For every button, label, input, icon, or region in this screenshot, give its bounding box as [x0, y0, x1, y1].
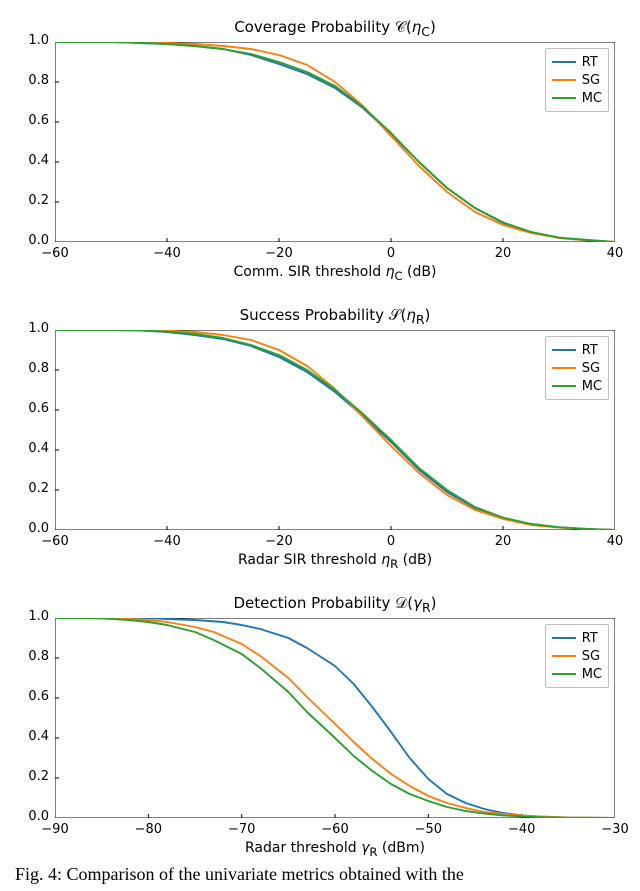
legend-swatch-icon [552, 97, 576, 99]
y-tick-label: 0.0 [17, 809, 49, 824]
x-tick-label: 0 [371, 246, 411, 261]
y-tick-label: 0.6 [17, 689, 49, 704]
chart-axes [55, 618, 615, 818]
x-tick-label: −30 [595, 822, 635, 837]
x-tick-label: −20 [259, 246, 299, 261]
x-tick-label: 20 [483, 534, 523, 549]
y-tick-label: 0.4 [17, 729, 49, 744]
legend-entry: MC [552, 665, 602, 683]
series-line-rt [55, 330, 615, 530]
series-line-sg [55, 330, 615, 530]
x-tick-label: −40 [502, 822, 542, 837]
x-tick-label: 0 [371, 534, 411, 549]
legend-entry: RT [552, 629, 602, 647]
x-tick-label: −60 [315, 822, 355, 837]
series-line-mc [55, 42, 615, 242]
series-line-sg [55, 618, 615, 818]
x-tick-label: −40 [147, 534, 187, 549]
x-axis-label: Radar threshold γR (dBm) [55, 840, 615, 859]
legend-label: RT [582, 55, 598, 70]
legend-swatch-icon [552, 637, 576, 639]
x-axis-label: Radar SIR threshold ηR (dB) [55, 552, 615, 571]
figure-caption: Fig. 4: Comparison of the univariate met… [15, 864, 630, 885]
series-line-rt [55, 42, 615, 242]
y-tick-label: 1.0 [17, 609, 49, 624]
legend-swatch-icon [552, 61, 576, 63]
x-tick-label: 40 [595, 246, 635, 261]
legend-swatch-icon [552, 349, 576, 351]
panel-title: Coverage Probability 𝒞(ηC) [55, 18, 615, 39]
legend-label: SG [582, 649, 600, 664]
y-tick-label: 0.8 [17, 649, 49, 664]
legend-entry: RT [552, 341, 602, 359]
chart-axes [55, 42, 615, 242]
legend-label: MC [582, 91, 602, 106]
panel-title: Detection Probability 𝒟(γR) [55, 594, 615, 615]
legend-entry: MC [552, 377, 602, 395]
x-axis-label: Comm. SIR threshold ηC (dB) [55, 264, 615, 283]
panel-success: Success Probability 𝒮(ηR) Radar SIR thre… [55, 330, 615, 530]
x-tick-label: −20 [259, 534, 299, 549]
y-tick-label: 0.2 [17, 193, 49, 208]
x-tick-label: −90 [35, 822, 75, 837]
x-tick-label: −80 [128, 822, 168, 837]
y-tick-label: 0.0 [17, 521, 49, 536]
y-tick-label: 0.6 [17, 113, 49, 128]
panel-title: Success Probability 𝒮(ηR) [55, 306, 615, 327]
y-tick-label: 1.0 [17, 33, 49, 48]
y-tick-label: 0.0 [17, 233, 49, 248]
panel-detection: Detection Probability 𝒟(γR) Radar thresh… [55, 618, 615, 818]
x-tick-label: −60 [35, 246, 75, 261]
y-tick-label: 0.2 [17, 769, 49, 784]
x-tick-label: −50 [408, 822, 448, 837]
y-tick-label: 0.6 [17, 401, 49, 416]
x-tick-label: 20 [483, 246, 523, 261]
legend-entry: SG [552, 359, 602, 377]
y-tick-label: 0.4 [17, 153, 49, 168]
legend: RT SG MC [545, 48, 609, 112]
legend-label: MC [582, 379, 602, 394]
legend-label: MC [582, 667, 602, 682]
legend-entry: RT [552, 53, 602, 71]
legend-swatch-icon [552, 79, 576, 81]
legend-swatch-icon [552, 673, 576, 675]
y-tick-label: 0.2 [17, 481, 49, 496]
x-tick-label: −70 [222, 822, 262, 837]
legend: RT SG MC [545, 336, 609, 400]
series-line-mc [55, 618, 615, 818]
legend-swatch-icon [552, 367, 576, 369]
legend-label: RT [582, 631, 598, 646]
chart-axes [55, 330, 615, 530]
legend-label: SG [582, 73, 600, 88]
series-line-mc [55, 330, 615, 530]
x-tick-label: −40 [147, 246, 187, 261]
legend-swatch-icon [552, 655, 576, 657]
x-tick-label: 40 [595, 534, 635, 549]
legend: RT SG MC [545, 624, 609, 688]
legend-entry: SG [552, 71, 602, 89]
legend-label: RT [582, 343, 598, 358]
figure-page: { "figure": { "width_px": 640, "height_p… [0, 0, 640, 891]
y-tick-label: 0.4 [17, 441, 49, 456]
series-line-sg [55, 42, 615, 242]
panel-coverage: Coverage Probability 𝒞(ηC) Comm. SIR thr… [55, 42, 615, 242]
legend-swatch-icon [552, 385, 576, 387]
y-tick-label: 0.8 [17, 361, 49, 376]
y-tick-label: 0.8 [17, 73, 49, 88]
legend-entry: MC [552, 89, 602, 107]
y-tick-label: 1.0 [17, 321, 49, 336]
legend-entry: SG [552, 647, 602, 665]
legend-label: SG [582, 361, 600, 376]
series-line-rt [55, 618, 615, 818]
x-tick-label: −60 [35, 534, 75, 549]
